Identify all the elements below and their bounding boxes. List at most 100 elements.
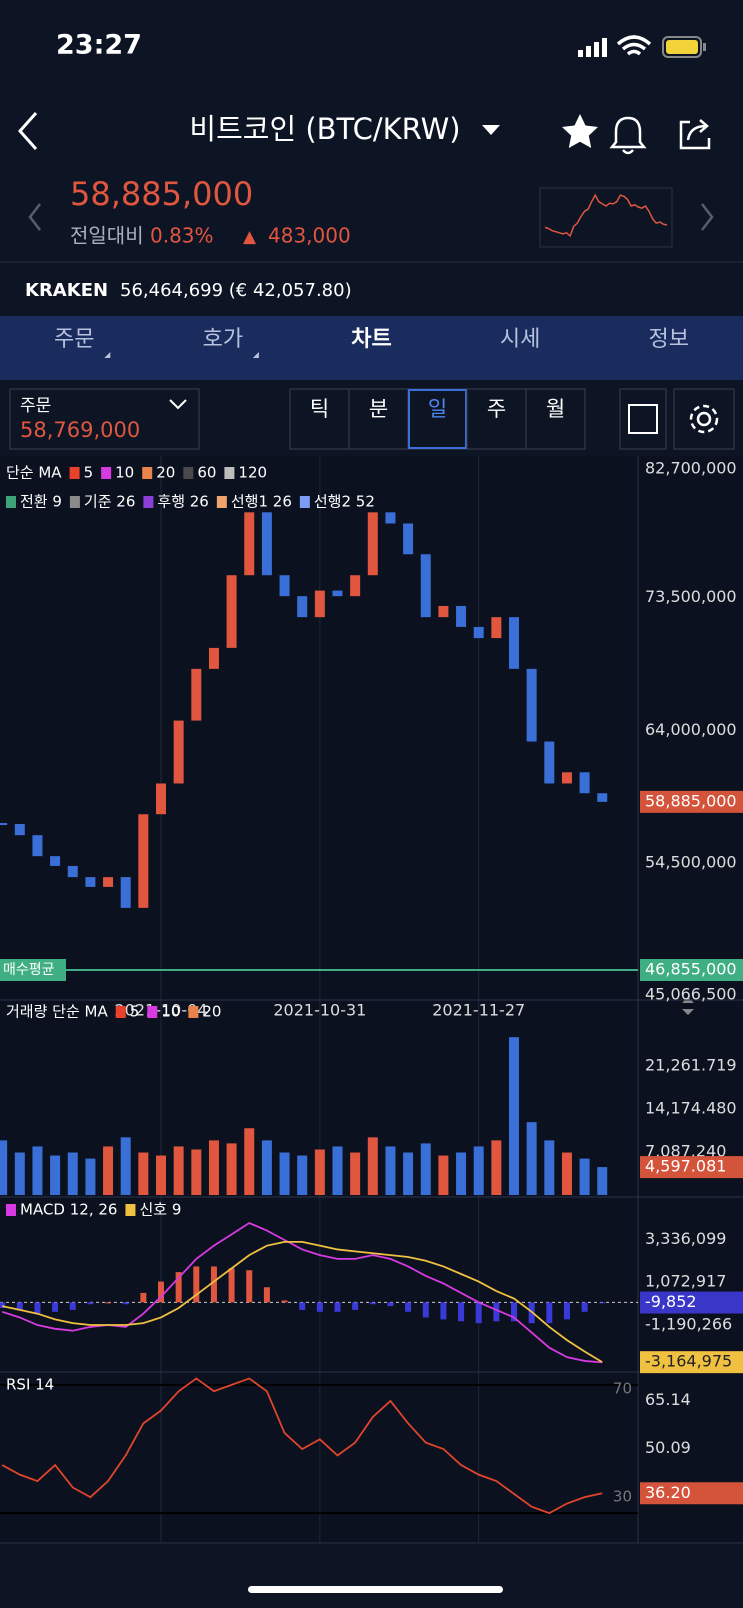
next-coin[interactable]	[701, 203, 714, 231]
macd-histogram	[263, 1287, 270, 1303]
alert-button[interactable]	[609, 116, 647, 155]
macd-histogram	[599, 1302, 606, 1304]
back-button[interactable]	[17, 112, 38, 150]
value-tag-label: 36.20	[645, 1483, 691, 1502]
tab[interactable]: 주문	[54, 327, 94, 352]
candle	[120, 877, 131, 908]
tab[interactable]: 호가	[203, 327, 243, 352]
candle	[85, 877, 96, 887]
macd-histogram	[405, 1302, 412, 1312]
macd-histogram	[87, 1302, 94, 1305]
legend-swatch	[142, 467, 153, 479]
interval[interactable]: 분	[369, 397, 388, 421]
rsi-line	[1, 1377, 603, 1515]
interval[interactable]: 월	[546, 397, 565, 421]
tab-menu-marker	[252, 352, 259, 358]
x-tick-label: 2021-10-04	[115, 1001, 208, 1020]
macd-histogram	[281, 1300, 288, 1303]
candle	[597, 793, 608, 802]
share-button[interactable]	[679, 119, 711, 150]
favorite-button[interactable]	[562, 114, 598, 148]
page-title[interactable]: 비트코인 (BTC/KRW)	[189, 112, 460, 146]
interval[interactable]: 틱	[310, 397, 329, 421]
volume-bar	[103, 1146, 114, 1195]
legend-label: 선행2 52	[314, 493, 375, 511]
volume-bar	[579, 1158, 590, 1195]
legend-swatch	[147, 1006, 158, 1018]
legend-swatch	[101, 467, 112, 479]
x-tick-label: 2021-11-27	[432, 1001, 525, 1020]
macd-histogram	[387, 1302, 394, 1307]
legend-label: 선행1 26	[231, 493, 292, 511]
y-tick-label: 14,174.480	[645, 1098, 737, 1117]
volume-bar	[226, 1143, 237, 1195]
tab[interactable]: 시세	[500, 327, 540, 352]
prev-coin[interactable]	[28, 203, 41, 231]
legend-label: 60	[197, 464, 216, 482]
candle	[261, 512, 272, 576]
volume-bar	[491, 1140, 502, 1195]
title-dropdown[interactable]	[482, 125, 500, 135]
tab[interactable]: 차트	[351, 327, 391, 352]
rsi-level-label: 70	[613, 1379, 632, 1397]
volume-bar	[385, 1146, 396, 1195]
candle	[138, 814, 149, 908]
y-tick-label: 1,072,917	[645, 1272, 726, 1291]
macd-histogram	[563, 1302, 570, 1320]
macd-histogram	[228, 1268, 235, 1303]
order-chevron[interactable]	[169, 399, 187, 410]
settings-button[interactable]	[673, 388, 735, 450]
volume-bar	[473, 1146, 484, 1195]
order-price: 58,769,000	[20, 418, 140, 442]
volume-bar	[138, 1152, 149, 1195]
legend-label: 거래량 단순 MA	[6, 1003, 108, 1021]
drawing-icon	[628, 404, 658, 434]
volume-bar	[0, 1140, 8, 1195]
candle	[191, 668, 202, 721]
settings-icon	[689, 404, 719, 434]
change-label: 전일대비	[70, 224, 144, 248]
volume-bar	[438, 1155, 449, 1195]
macd-histogram	[511, 1302, 517, 1322]
legend-swatch	[188, 1006, 199, 1018]
legend-swatch	[125, 1204, 136, 1216]
tab-menu-marker	[104, 352, 111, 358]
candle	[297, 596, 308, 618]
scale-toggle[interactable]	[682, 997, 694, 1015]
volume-bar	[597, 1167, 608, 1195]
candle	[544, 741, 555, 784]
reference-exchange: KRAKEN	[25, 280, 108, 301]
macd-histogram	[493, 1302, 500, 1322]
value-tag	[640, 1156, 743, 1179]
interval[interactable]: 일	[428, 397, 447, 421]
volume-bar	[420, 1143, 431, 1195]
legend-swatch	[6, 1204, 16, 1216]
candle	[526, 668, 537, 742]
candle	[385, 512, 396, 524]
legend-label: 5	[84, 464, 94, 482]
volume-bar	[314, 1149, 325, 1195]
interval[interactable]: 주	[487, 397, 506, 421]
y-tick-label: 73,500,000	[645, 587, 737, 606]
drawing-button[interactable]	[619, 388, 667, 450]
order-box[interactable]	[9, 388, 200, 450]
candle	[579, 772, 590, 794]
candle	[420, 554, 431, 618]
candle	[32, 835, 43, 857]
macd-histogram	[581, 1302, 588, 1312]
macd-histogram	[246, 1270, 253, 1303]
tab[interactable]: 정보	[648, 327, 688, 352]
interval-active	[408, 389, 467, 449]
value-tag	[640, 1482, 743, 1505]
legend-swatch	[299, 496, 310, 508]
status-icons	[578, 35, 706, 58]
volume-bar	[14, 1152, 25, 1195]
y-tick-label: 50.09	[645, 1438, 691, 1457]
volume-bar	[297, 1155, 308, 1195]
macd-histogram	[458, 1302, 465, 1322]
current-price: 58,885,000	[70, 175, 253, 213]
volume-bar	[173, 1146, 184, 1195]
candle	[456, 605, 467, 627]
